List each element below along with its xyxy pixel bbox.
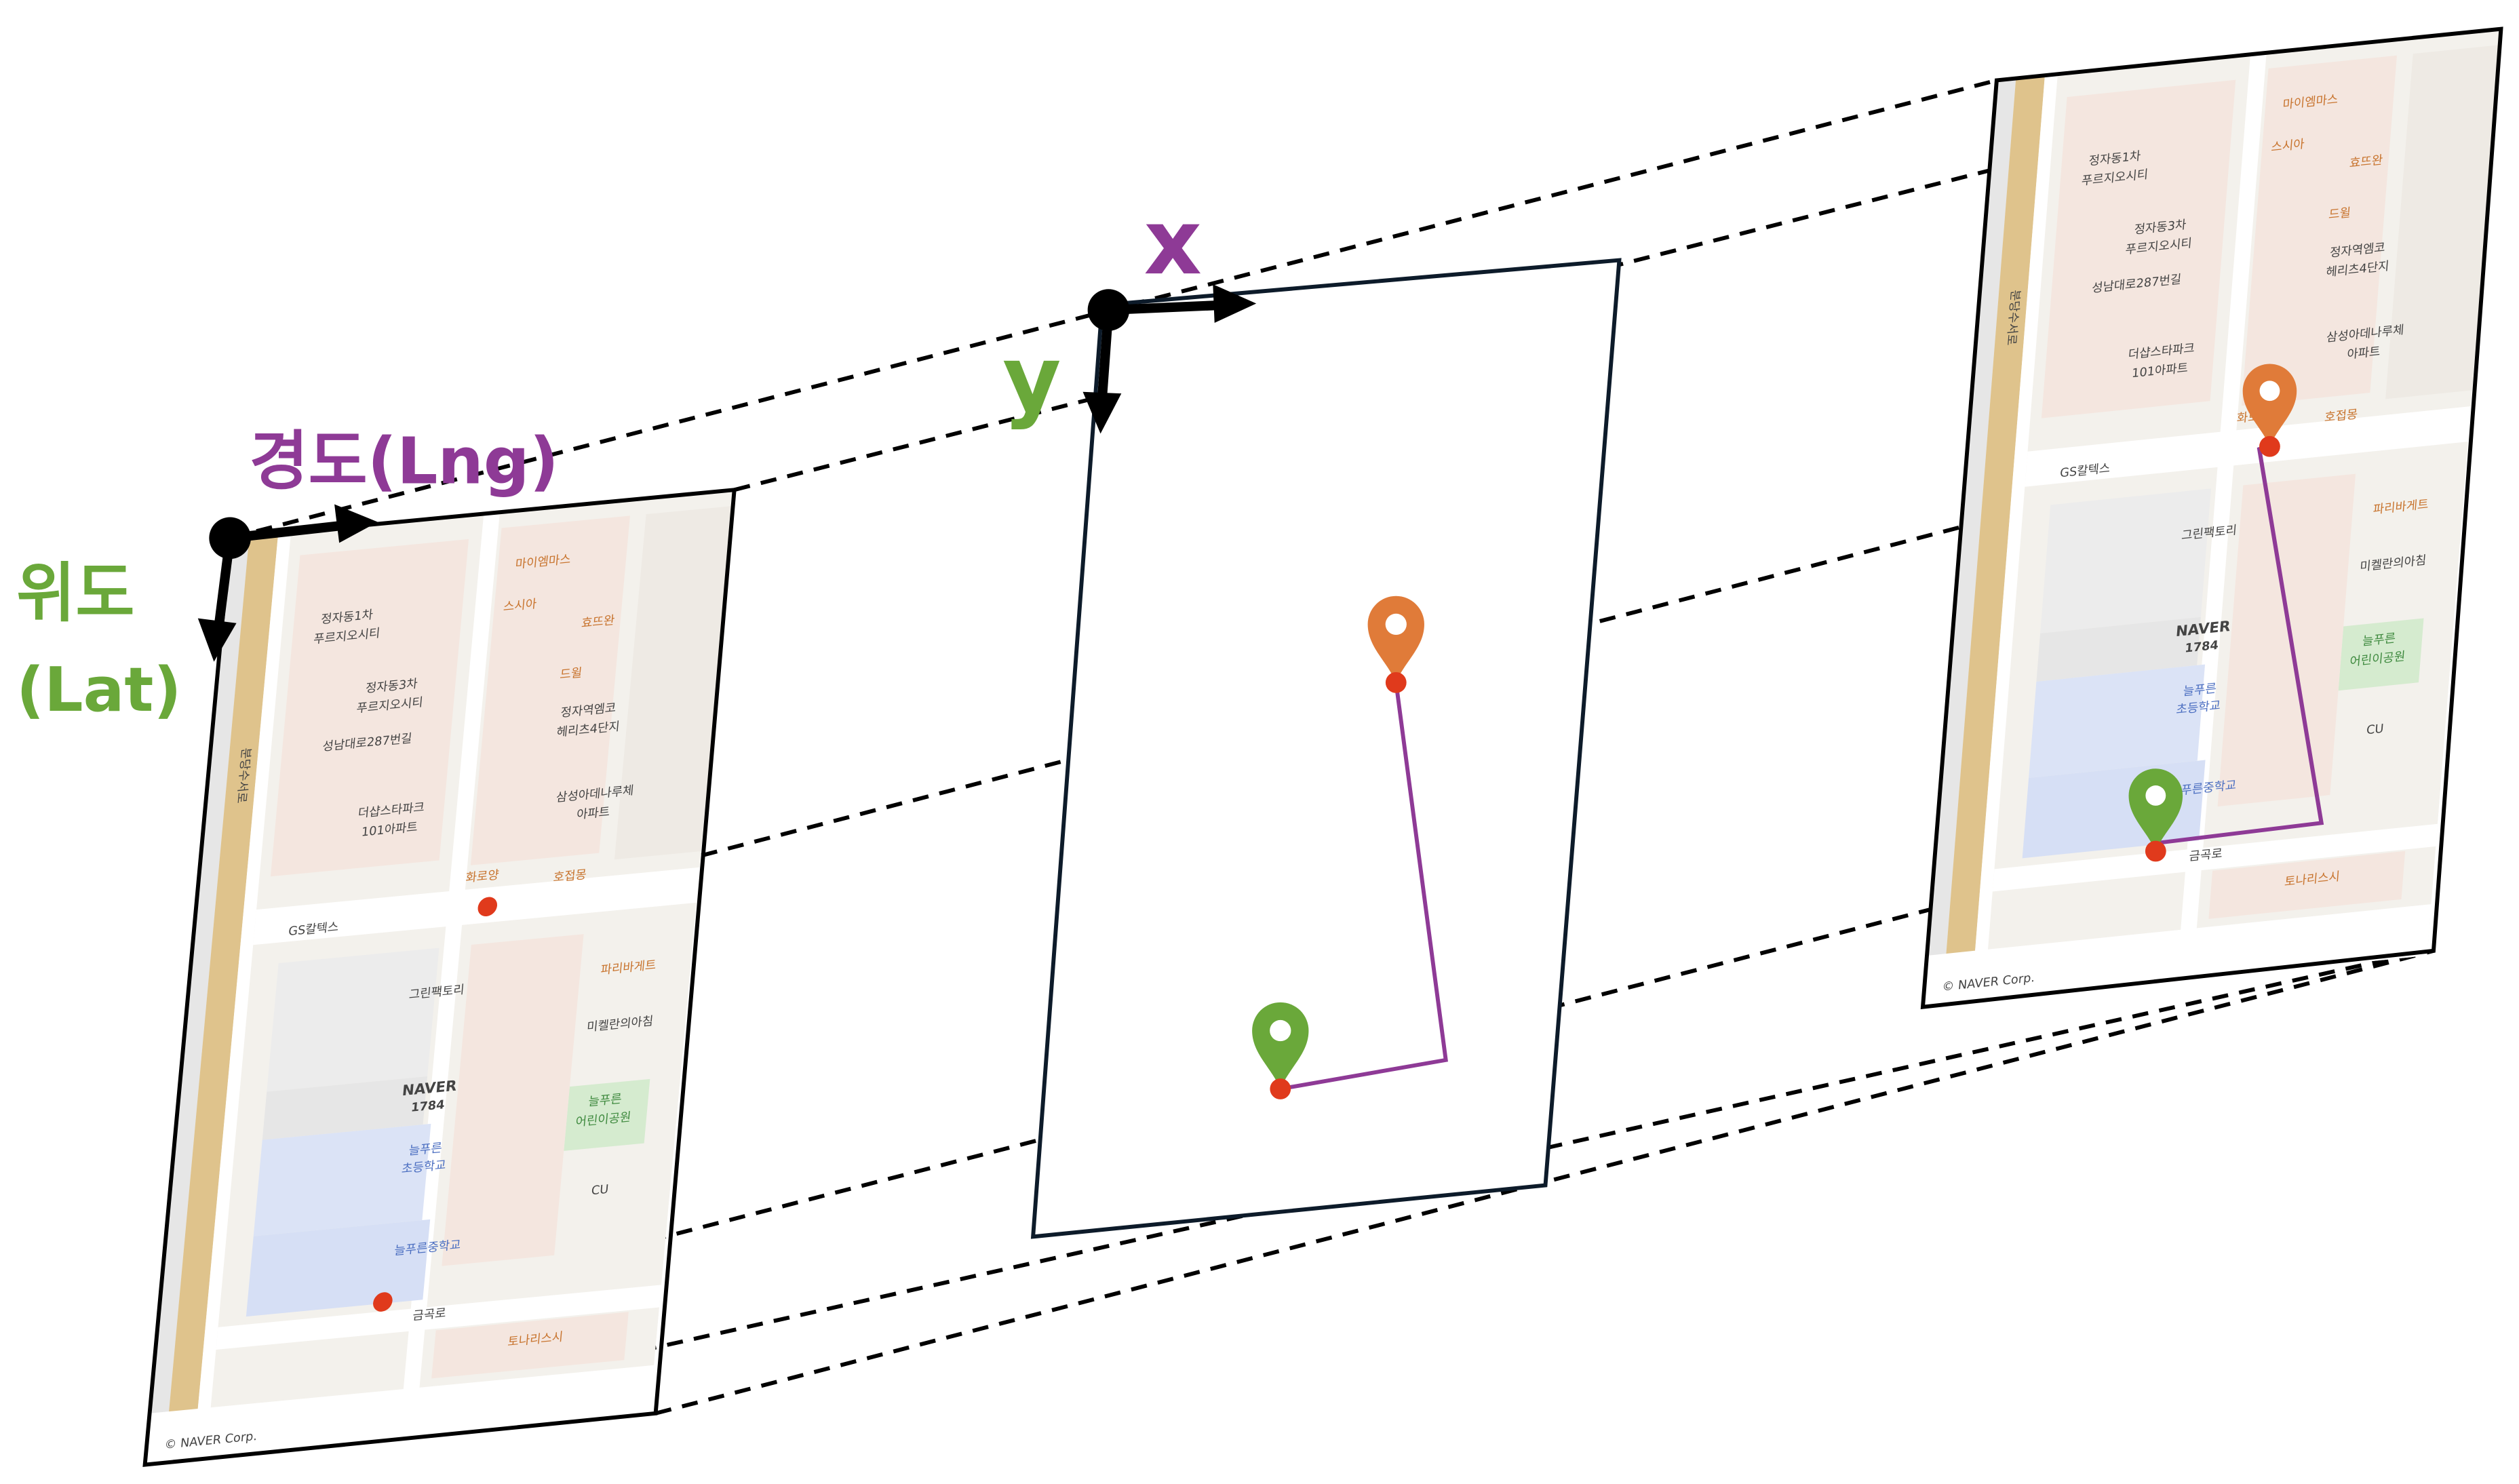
map-block [431,1312,629,1379]
map-right-border [1920,26,2503,1010]
map-label: CU [591,1182,609,1198]
pin-body [2128,768,2183,852]
map-block [1923,78,2016,1007]
map-block [470,515,630,865]
pin [2242,364,2297,447]
map-block [253,1123,431,1236]
map-block [267,948,440,1092]
map-label: 아파트 [576,805,610,823]
map-block [614,505,733,860]
x-label: x [1144,191,1203,295]
map-block [2385,45,2500,399]
pin-body [1252,1002,1309,1089]
route [2158,446,2324,845]
map-label: 금곡로 [2189,846,2223,864]
y-label: y [1002,327,1061,431]
lat-label: (Lat) [16,655,181,726]
map-label: 늘푸른 [2362,631,2396,649]
pin [1367,595,1424,683]
map-block [144,536,250,1465]
xy-plane [1030,258,1622,1239]
map-label: 드윌 [560,666,583,682]
pin [2128,768,2183,852]
map-label: 늘푸른 [2183,681,2217,699]
latlng-axes [197,284,1257,662]
map-block [2176,52,2267,981]
map-block [193,532,292,1460]
pin-hole [2145,785,2166,806]
map-block [1971,74,2058,1002]
map-label: CU [2366,722,2384,738]
map-block [262,1076,428,1140]
map-label: 호접몽 [553,867,587,885]
pin-dot [1385,671,1407,693]
map-block [564,1078,650,1151]
map-block [2029,664,2206,779]
route [1280,682,1448,1091]
map-block [2208,851,2406,919]
map-block [270,539,469,877]
map-label: 1784 [2185,638,2219,656]
map-label: 늘푸른 [408,1141,443,1158]
map-label: 금곡로 [412,1306,447,1324]
map-label: 1784 [410,1097,445,1115]
map-block [1923,904,2432,1007]
pin-body [1367,595,1424,683]
pin-dot [2259,435,2280,457]
map-block [2217,473,2356,807]
map-label: 화로양 [465,868,500,886]
map-block [398,512,500,1441]
map-block [442,934,584,1266]
map-content: 정자동1차푸르지오시티정자동3차푸르지오시티성남대로287번길더샵스타파크101… [1923,28,2501,1007]
map-block [164,533,279,1463]
map-label: 드윌 [2328,206,2351,222]
pin-dot [1270,1078,1291,1099]
pin-body [2242,364,2297,447]
map-block [253,867,700,945]
map-label: 늘푸른 [588,1092,623,1110]
destination-dot [373,1292,393,1312]
map-block [2025,406,2472,487]
map-block [1992,823,2438,892]
map-block [2338,618,2424,691]
map-block [2041,79,2236,418]
origin-dot [477,897,498,917]
map-right: 정자동1차푸르지오시티정자동3차푸르지오시티성남대로287번길더샵스타파크101… [1923,28,2501,1007]
map-label: 효뜨완 [2349,153,2383,171]
pin-hole [1385,613,1407,636]
map-left-border [142,487,737,1467]
map-label: 아파트 [2347,345,2381,362]
lat-label: 위도 [16,556,134,631]
pin-hole [1270,1019,1291,1042]
pin [1252,1002,1309,1089]
map-block [144,1365,655,1465]
map-content: 정자동1차푸르지오시티정자동3차푸르지오시티성남대로287번길더샵스타파크101… [144,490,735,1465]
map-label: 스시아 [2271,137,2305,155]
map-block [1942,75,2045,1005]
pin-hole [2259,380,2280,402]
map-label: 스시아 [503,597,537,614]
map-block [2036,617,2201,682]
pin-dot [2145,840,2166,862]
lng-label: 경도(Lng) [250,425,559,499]
map-label: 호접몽 [2324,407,2358,425]
map-label: 효뜨완 [581,613,615,631]
map-block [216,1285,662,1350]
map-block [2040,488,2211,633]
map-left: 정자동1차푸르지오시티정자동3차푸르지오시티성남대로287번길더샵스타파크101… [144,490,735,1465]
map-block [2241,55,2398,406]
